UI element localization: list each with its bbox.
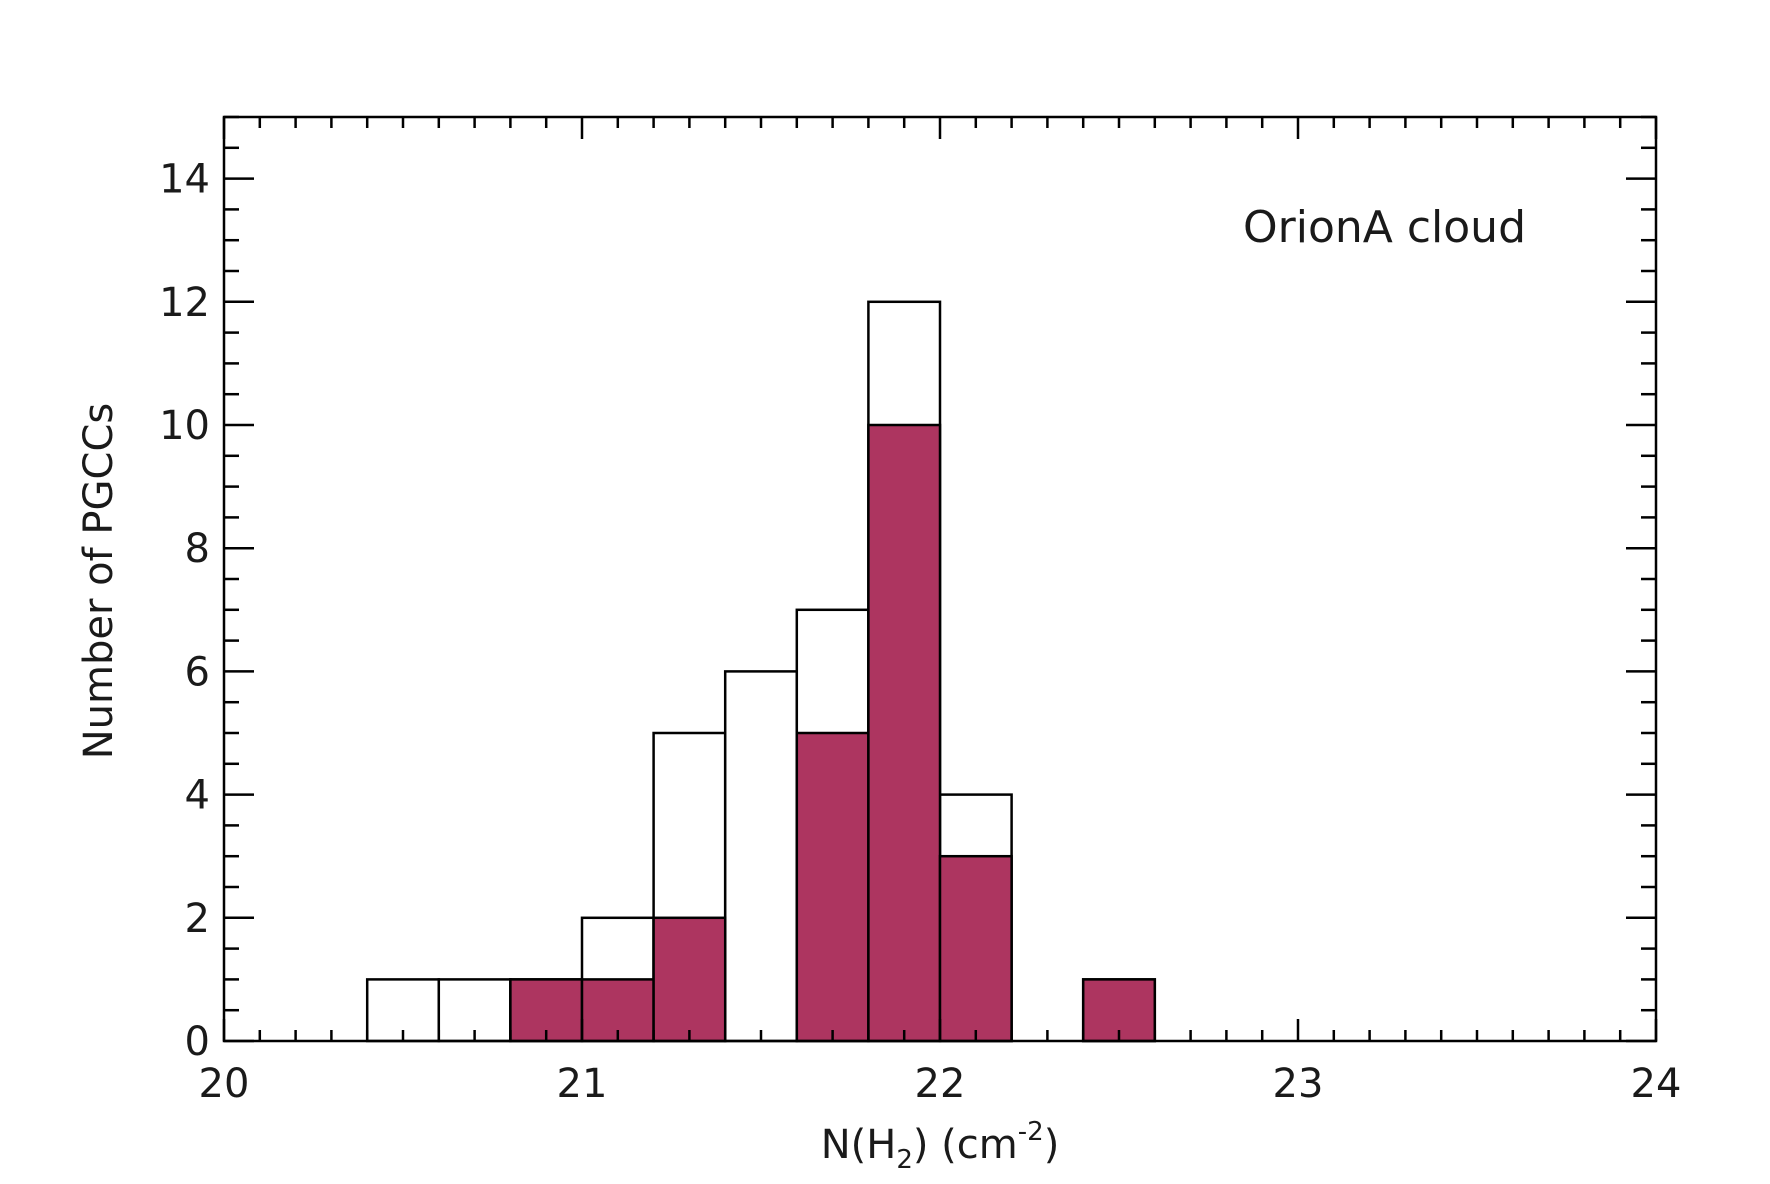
x-tick-label: 24 bbox=[1631, 1061, 1682, 1107]
bar-filled bbox=[652, 916, 727, 1043]
chart-annotation: OrionA cloud bbox=[1243, 202, 1526, 253]
bar-filled bbox=[795, 731, 870, 1043]
y-tick-label: 14 bbox=[159, 157, 210, 203]
y-tick-label: 10 bbox=[159, 403, 210, 449]
y-tick-label: 4 bbox=[185, 773, 210, 819]
x-tick-label: 23 bbox=[1273, 1061, 1324, 1107]
x-axis-title: N(H2) (cm-2) bbox=[821, 1117, 1060, 1175]
bar-filled bbox=[938, 854, 1013, 1043]
x-axis-title-superscript: -2 bbox=[1018, 1117, 1044, 1147]
y-tick-label: 0 bbox=[185, 1019, 210, 1065]
bar-filled bbox=[867, 423, 942, 1043]
ticks-layer bbox=[222, 115, 1658, 1043]
x-axis-title-middle: ) (cm bbox=[913, 1122, 1018, 1168]
filled-bars-layer bbox=[509, 423, 1157, 1043]
y-tick-label: 12 bbox=[159, 280, 210, 326]
x-tick-label: 21 bbox=[557, 1061, 608, 1107]
y-axis-title: Number of PGCCs bbox=[76, 403, 122, 759]
x-tick-label: 20 bbox=[199, 1061, 250, 1107]
x-tick-label: 22 bbox=[915, 1061, 966, 1107]
y-tick-label: 6 bbox=[185, 649, 210, 695]
plot-frame bbox=[222, 115, 1658, 1043]
open-bars-layer bbox=[365, 300, 1157, 1043]
y-tick-label: 2 bbox=[185, 896, 210, 942]
bar-total bbox=[723, 670, 799, 1043]
x-axis-title-end: ) bbox=[1044, 1122, 1060, 1168]
x-axis-title-subscript: 2 bbox=[896, 1145, 913, 1175]
y-tick-label: 8 bbox=[185, 526, 210, 572]
x-axis-title-base: N(H bbox=[821, 1122, 897, 1168]
